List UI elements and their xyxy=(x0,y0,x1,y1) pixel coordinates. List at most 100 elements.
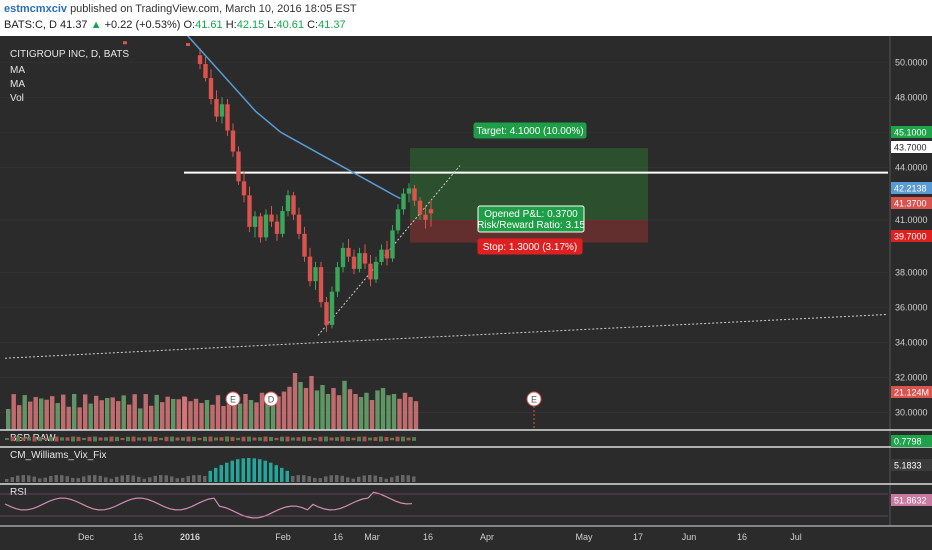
candle-body xyxy=(236,151,241,182)
vix-bar xyxy=(32,476,36,482)
bsp-bar xyxy=(137,437,141,441)
volume-bar xyxy=(204,400,210,430)
vix-bar xyxy=(280,467,284,482)
bsp-bar xyxy=(302,436,306,442)
volume-bar xyxy=(270,400,276,430)
vix-bar xyxy=(120,475,124,482)
vix-bar xyxy=(126,475,130,482)
vix-bar xyxy=(71,477,75,482)
candle-body xyxy=(252,216,258,227)
time-tick-label: Dec xyxy=(78,532,95,542)
vix-bar xyxy=(401,475,405,482)
price-badge-label: 42.2138 xyxy=(894,184,927,194)
volume-bar xyxy=(121,395,126,430)
volume-bar xyxy=(259,392,265,430)
up-arrow-icon: ▲ xyxy=(90,19,102,31)
price-tick-label: 38.0000 xyxy=(895,267,928,277)
volume-bar xyxy=(298,382,303,430)
vix-bar xyxy=(93,475,97,482)
volume-bar xyxy=(215,395,221,430)
bsp-bar xyxy=(329,437,334,441)
bsp-bar xyxy=(395,436,400,442)
vix-bar xyxy=(384,478,388,482)
vix-bar xyxy=(346,477,350,482)
candle-body xyxy=(269,214,274,222)
vix-bar xyxy=(412,476,416,482)
bsp-bar xyxy=(384,436,389,442)
vix-bar xyxy=(164,475,168,482)
volume-bar xyxy=(347,389,353,430)
price-tick-label: 30.0000 xyxy=(895,407,928,417)
volume-bar xyxy=(408,397,413,430)
candle-body xyxy=(401,193,406,210)
candle-body xyxy=(318,267,324,303)
volume-bar xyxy=(116,401,121,430)
bsp-bar xyxy=(43,437,48,441)
author-link[interactable]: estmcmxciv xyxy=(4,3,67,15)
bsp-bar xyxy=(65,437,70,441)
stop-label-box xyxy=(477,238,583,255)
volume-bar xyxy=(248,400,254,430)
volume-bar xyxy=(380,388,386,430)
time-tick-label: Jul xyxy=(790,532,802,542)
bsp-bar xyxy=(109,436,114,442)
bsp-bar xyxy=(258,437,262,441)
price-badge xyxy=(891,126,932,138)
vix-bar xyxy=(362,475,366,482)
bsp-bar xyxy=(379,436,383,442)
price-tick-label: 36.0000 xyxy=(895,302,928,312)
candle-body xyxy=(346,247,351,257)
candle-body xyxy=(263,214,269,238)
bsp-bar xyxy=(16,436,20,442)
bsp-bar xyxy=(252,437,257,441)
publish-header: estmcmxciv published on TradingView.com,… xyxy=(0,0,932,36)
low-label: L: xyxy=(267,19,277,31)
chart-canvas[interactable]: 50.000048.000046.000044.000041.000038.00… xyxy=(0,36,932,550)
time-tick-label: 16 xyxy=(423,532,433,542)
volume-bar xyxy=(314,390,320,430)
volume-bar xyxy=(105,398,110,430)
bsp-bar xyxy=(269,436,273,442)
volume-bar xyxy=(83,394,88,430)
candle-body xyxy=(379,249,384,262)
legend-item: Vol xyxy=(10,93,24,104)
price-badge xyxy=(891,230,932,242)
volume-bar xyxy=(44,399,49,430)
vix-bar xyxy=(76,478,80,482)
volume-bar xyxy=(199,403,204,430)
volume-bar xyxy=(325,394,331,430)
bsp-bar xyxy=(71,436,75,442)
volume-bar xyxy=(160,402,165,430)
legend-item: MA xyxy=(10,65,25,76)
pnl-label-box xyxy=(477,205,585,233)
vix-bar xyxy=(230,460,234,482)
candle-body xyxy=(324,302,329,325)
vix-bar xyxy=(296,475,300,482)
bsp-bar xyxy=(197,437,202,441)
volume-bar xyxy=(149,405,154,430)
time-tick-label: Feb xyxy=(275,532,291,542)
price-badge xyxy=(891,435,932,447)
volume-bar xyxy=(281,391,287,430)
bsp-bar xyxy=(335,437,339,441)
chart-area[interactable]: 50.000048.000046.000044.000041.000038.00… xyxy=(0,36,932,550)
bsp-bar xyxy=(82,437,86,441)
close-label: C: xyxy=(307,19,319,31)
volume-bar xyxy=(22,395,27,430)
price-badge-label: 45.1000 xyxy=(894,128,927,138)
bsp-bar xyxy=(27,437,31,441)
vix-bar xyxy=(274,465,278,482)
long-trendline xyxy=(4,313,889,359)
candle-body xyxy=(406,188,412,194)
volume-bar xyxy=(210,404,215,430)
bsp-bar xyxy=(126,436,130,442)
vix-bar xyxy=(115,476,119,482)
vix-bar xyxy=(324,476,328,482)
candle-body xyxy=(351,256,357,269)
bsp-bar xyxy=(296,437,301,441)
price-badge xyxy=(891,141,932,153)
volume-bar xyxy=(182,396,187,430)
volume-bar xyxy=(413,401,419,430)
bsp-bar xyxy=(131,436,136,442)
vix-bar xyxy=(340,475,344,482)
